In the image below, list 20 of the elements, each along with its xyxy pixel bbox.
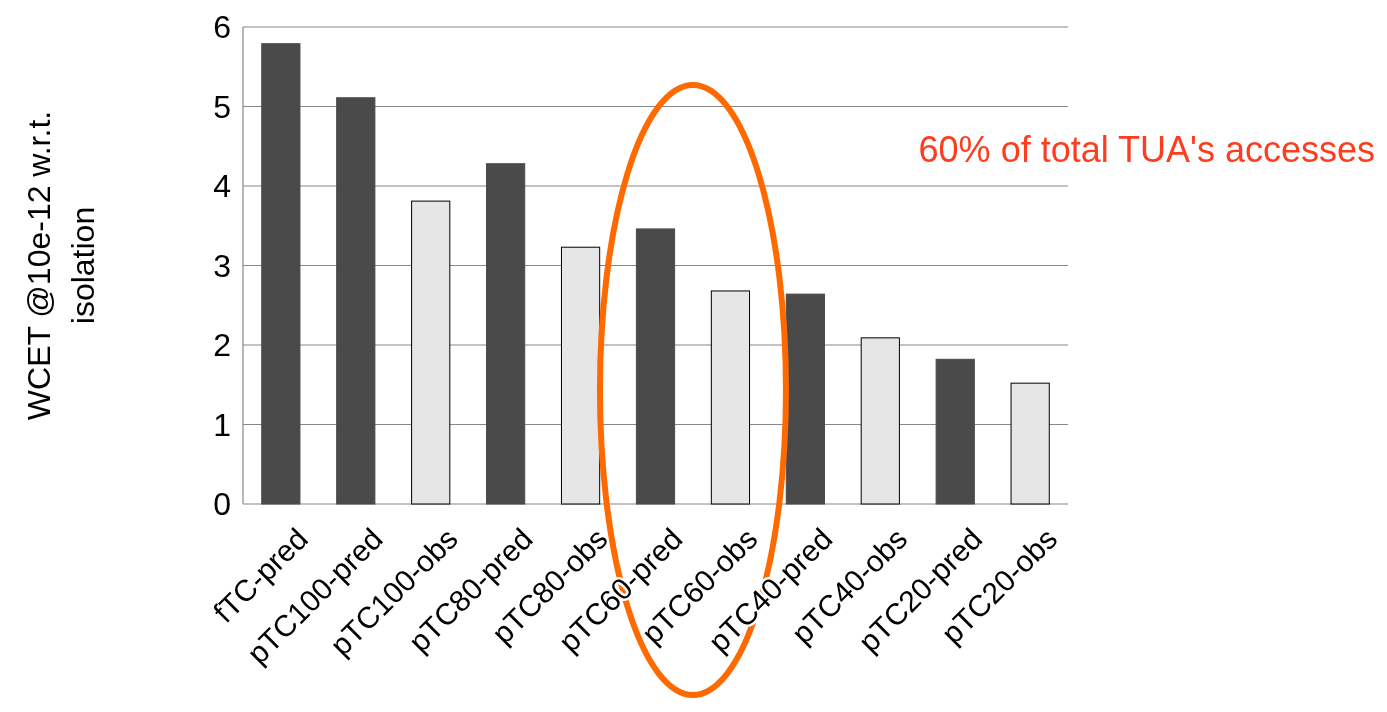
bar (261, 43, 301, 505)
bar (860, 337, 900, 505)
bar (785, 293, 825, 505)
y-tick-label: 5 (213, 88, 231, 125)
bar (710, 290, 751, 505)
bar (486, 163, 526, 505)
y-axis-title: WCET @10e-12 w.r.t. isolation (21, 110, 101, 421)
bar (1010, 382, 1050, 505)
y-tick-label: 6 (213, 9, 231, 46)
y-tick-label: 3 (213, 247, 231, 284)
bar (635, 228, 676, 505)
y-tick-label: 1 (213, 406, 231, 443)
y-tick-label: 0 (213, 486, 231, 523)
bar (411, 200, 451, 505)
y-tick-label: 4 (213, 168, 231, 205)
bar (336, 97, 376, 505)
y-tick-label: 2 (213, 327, 231, 364)
annotation: 60% of total TUA's accesses (918, 129, 1375, 170)
bar (935, 358, 975, 505)
bar (560, 246, 601, 505)
